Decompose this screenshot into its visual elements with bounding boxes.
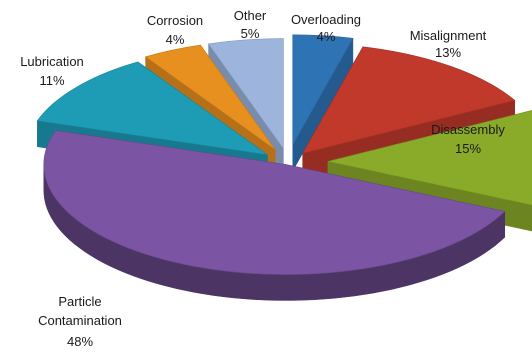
label-lubrication-pct: 11% xyxy=(39,73,64,88)
slice-corrosion xyxy=(144,44,276,150)
slice-particle-contamination xyxy=(43,130,506,275)
slice-overloading xyxy=(292,34,354,147)
label-other-name: Other xyxy=(234,8,267,23)
label-disassembly-pct: 15% xyxy=(455,141,481,156)
slice-tops xyxy=(36,34,532,275)
label-lubrication-name: Lubrication xyxy=(20,54,84,69)
slice-misalignment xyxy=(302,46,516,154)
label-particle-contamination-pct: 48% xyxy=(67,334,93,349)
label-misalignment-name: Misalignment xyxy=(410,28,487,43)
label-overloading-pct: 4% xyxy=(317,29,336,44)
slice-lubrication xyxy=(36,61,268,156)
label-overloading-name: Overloading xyxy=(291,12,361,27)
label-particle-contamination-line1: Particle xyxy=(58,294,101,309)
label-corrosion-name: Corrosion xyxy=(147,13,203,28)
slice-disassembly xyxy=(327,110,532,206)
label-disassembly-name: Disassembly xyxy=(431,122,505,137)
label-other-pct: 5% xyxy=(241,26,260,41)
slice-other xyxy=(207,38,284,150)
label-particle-contamination-line2: Contamination xyxy=(38,313,122,328)
label-corrosion-pct: 4% xyxy=(166,32,185,47)
label-misalignment-pct: 13% xyxy=(435,45,461,60)
